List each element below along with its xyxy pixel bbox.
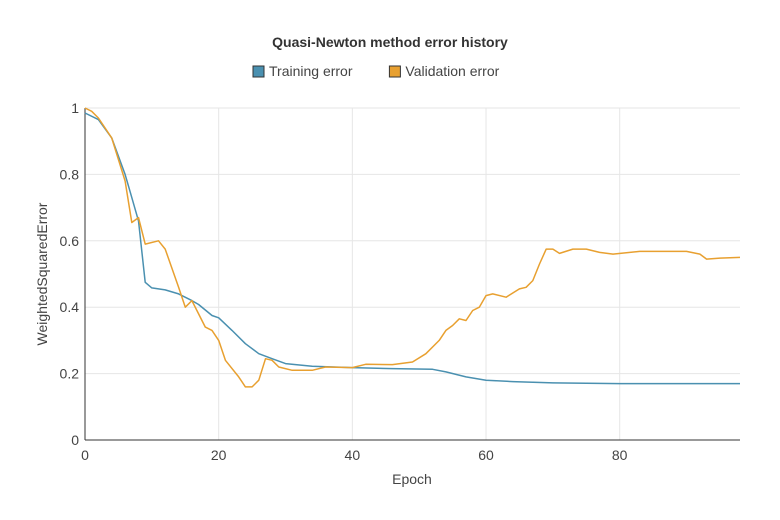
x-axis-title: Epoch xyxy=(392,471,432,487)
legend: Training error Validation error xyxy=(252,63,500,79)
y-tick-label: 0.2 xyxy=(60,366,80,382)
y-tick-label: 0.6 xyxy=(60,233,80,249)
legend-label: Validation error xyxy=(405,63,499,79)
y-tick-label: 0 xyxy=(71,432,79,448)
x-tick-label: 20 xyxy=(211,447,227,463)
legend-item-training[interactable]: Training error xyxy=(252,63,353,79)
legend-label: Training error xyxy=(269,63,353,79)
legend-swatch xyxy=(388,65,401,78)
legend-item-validation[interactable]: Validation error xyxy=(388,63,500,79)
series-group xyxy=(84,107,741,388)
x-tick-label: 80 xyxy=(612,447,628,463)
x-tick-label: 0 xyxy=(81,447,89,463)
y-axis-title: WeightedSquaredError xyxy=(34,202,50,345)
axes: 0 0.2 0.4 0.6 0.8 1 0 20 40 60 80 xyxy=(60,100,740,463)
x-tick-label: 60 xyxy=(478,447,494,463)
y-tick-label: 0.8 xyxy=(60,166,80,182)
chart-title: Quasi-Newton method error history xyxy=(272,34,508,50)
series-line-validation xyxy=(84,107,741,388)
grid xyxy=(85,107,740,440)
series-line-training xyxy=(84,112,740,385)
y-tick-label: 1 xyxy=(71,100,79,116)
legend-swatch xyxy=(252,65,265,78)
x-tick-label: 40 xyxy=(345,447,361,463)
y-tick-label: 0.4 xyxy=(60,299,80,315)
